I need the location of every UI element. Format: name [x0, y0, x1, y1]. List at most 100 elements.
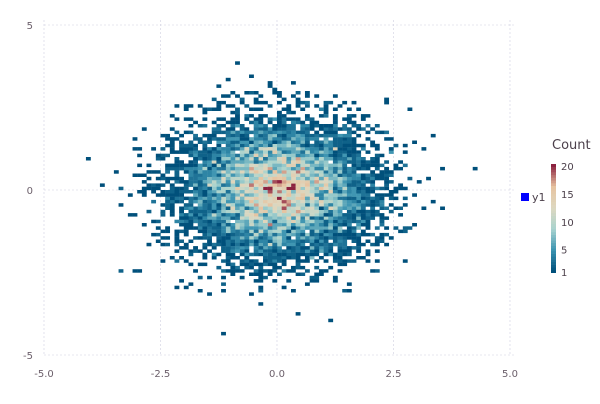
- histogram-bin: [314, 120, 320, 125]
- histogram-bin: [356, 236, 362, 240]
- histogram-bin: [332, 193, 338, 197]
- histogram-bin: [258, 166, 264, 171]
- histogram-bin: [225, 133, 231, 138]
- histogram-bin: [225, 209, 231, 214]
- histogram-bin: [151, 199, 157, 204]
- histogram-bin: [258, 226, 264, 230]
- histogram-bin: [202, 153, 208, 158]
- histogram-bin: [328, 216, 334, 220]
- histogram-bin: [244, 176, 250, 181]
- histogram-bin: [323, 163, 329, 168]
- histogram-bin: [393, 226, 399, 230]
- histogram-bin: [272, 173, 278, 177]
- histogram-bin: [365, 124, 371, 128]
- histogram-bin: [295, 242, 301, 247]
- histogram-bin: [225, 229, 231, 234]
- histogram-bin: [281, 249, 287, 253]
- histogram-bin: [295, 143, 301, 148]
- histogram-bin: [277, 180, 282, 184]
- histogram-bin: [332, 213, 338, 217]
- histogram-bin: [360, 114, 366, 118]
- histogram-bin: [272, 223, 278, 227]
- histogram-bin: [318, 173, 324, 177]
- histogram-bin: [272, 259, 278, 263]
- histogram-bin: [430, 133, 436, 138]
- colorbar-segment: [551, 172, 556, 176]
- histogram-bin: [239, 246, 245, 250]
- histogram-bin: [309, 232, 315, 237]
- histogram-bin: [244, 150, 250, 154]
- histogram-bin: [304, 147, 310, 151]
- histogram-bin: [281, 219, 287, 224]
- histogram-bin: [263, 153, 268, 158]
- histogram-bin: [281, 107, 287, 111]
- histogram-bin: [151, 219, 157, 224]
- histogram-bin: [337, 209, 343, 214]
- histogram-bin: [174, 199, 180, 204]
- histogram-bin: [370, 242, 376, 247]
- histogram-bin: [258, 186, 264, 191]
- histogram-bin: [304, 124, 310, 128]
- histogram-bin: [221, 213, 226, 217]
- histogram-bin: [304, 163, 310, 168]
- histogram-bin: [304, 190, 310, 194]
- histogram-bin: [183, 259, 189, 263]
- histogram-bin: [290, 226, 296, 230]
- histogram-bin: [342, 163, 348, 168]
- histogram-bin: [281, 213, 287, 217]
- histogram-bin: [332, 160, 338, 164]
- histogram-bin: [388, 190, 394, 194]
- histogram-bin: [300, 153, 306, 158]
- histogram-bin: [230, 137, 236, 141]
- histogram-bin: [318, 206, 324, 210]
- histogram-bin: [374, 163, 380, 168]
- histogram-bin: [332, 183, 338, 187]
- histogram-bin: [342, 259, 348, 263]
- histogram-bin: [244, 259, 250, 263]
- histogram-bin: [249, 173, 254, 177]
- histogram-bin: [332, 94, 338, 98]
- colorbar-segment: [551, 177, 556, 181]
- histogram-bin: [286, 170, 292, 174]
- histogram-bin: [216, 84, 222, 88]
- histogram-bin: [249, 226, 254, 230]
- histogram-bin: [230, 180, 236, 184]
- histogram-bin: [281, 229, 287, 234]
- histogram-bin: [360, 199, 366, 204]
- histogram-bin: [337, 232, 343, 237]
- colorbar-segment: [551, 242, 556, 246]
- y-axis-ticks: 50-5: [23, 21, 33, 362]
- histogram-bin: [216, 104, 222, 108]
- histogram-bin: [342, 133, 348, 138]
- histogram-bin: [323, 157, 329, 161]
- histogram-bin: [351, 232, 357, 237]
- histogram-bin: [277, 236, 282, 240]
- histogram-bin: [290, 239, 296, 243]
- histogram-bin: [272, 203, 278, 207]
- histogram-bin: [286, 239, 292, 243]
- histogram-bin: [370, 199, 376, 204]
- histogram-bin: [263, 180, 268, 184]
- histogram-bin: [249, 170, 254, 174]
- histogram-bin: [346, 166, 352, 171]
- histogram-bin: [263, 229, 268, 234]
- colorbar-segment: [551, 221, 556, 225]
- histogram-bin: [384, 173, 390, 177]
- histogram-bin: [258, 94, 264, 98]
- histogram-bin: [388, 137, 394, 141]
- histogram-bin: [295, 157, 301, 161]
- histogram-bin: [216, 183, 222, 187]
- histogram-bin: [323, 190, 329, 194]
- histogram-bin: [258, 114, 264, 118]
- histogram-bin: [309, 219, 315, 224]
- histogram-bin: [421, 206, 427, 210]
- histogram-bin: [263, 193, 268, 197]
- histogram-bin: [318, 124, 324, 128]
- histogram-bin: [211, 97, 217, 102]
- histogram-bin: [239, 223, 245, 227]
- histogram-bin: [267, 120, 273, 125]
- histogram-bin: [137, 163, 143, 168]
- histogram-bin: [263, 252, 268, 257]
- histogram-bin: [318, 242, 324, 247]
- histogram-bin: [183, 246, 189, 250]
